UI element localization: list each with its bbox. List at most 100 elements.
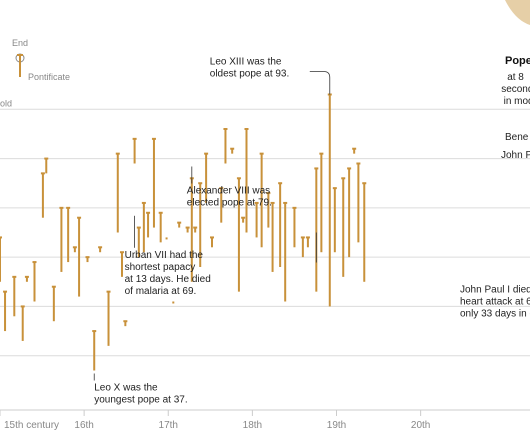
pontificate-bar-end-cap (278, 182, 283, 185)
pontificate-bar (190, 178, 193, 282)
side-label-name: Bene (505, 132, 529, 143)
pontificate-bar-end-cap (244, 128, 249, 130)
pontificate-bar (45, 158, 48, 174)
pontificate-bar (124, 321, 127, 327)
x-tick-label: 17th (159, 420, 178, 431)
pontificate-bar (194, 227, 197, 233)
pontificate-bar-end-cap (193, 226, 198, 229)
corner-graphic (505, 0, 530, 25)
pontificate-bar-end-cap (362, 182, 367, 185)
pontificate-bar (147, 212, 150, 238)
annotation-text: Urban VII had the (125, 250, 204, 261)
pontificate-bar (363, 183, 366, 282)
pontificate-bar (52, 286, 55, 322)
annotation-callout (309, 71, 331, 95)
pontificate-bar (205, 153, 208, 203)
annotation-text: John Paul I died (460, 285, 530, 296)
pontificate-bar (353, 148, 356, 154)
pontificate-bar-end-cap (132, 137, 137, 140)
pontificate-bar (186, 227, 189, 233)
pontificate-bar (0, 237, 1, 282)
pontificate-bar (237, 178, 240, 292)
pontificate-bar (13, 276, 16, 317)
pontificate-bar-end-cap (146, 211, 151, 214)
pontificate-bar-end-cap (51, 285, 56, 288)
x-tick-label: 18th (243, 420, 262, 431)
annotation-text: Leo X was the (94, 383, 158, 394)
pontificate-bar (165, 237, 168, 240)
pontificate-bar-end-cap (300, 236, 305, 239)
legend-sample-cap (17, 54, 23, 56)
pontificate-bar (67, 207, 70, 263)
side-label-title: Pope (505, 55, 530, 67)
pontificate-bar (60, 207, 63, 272)
pontificate-bar (320, 153, 323, 253)
pontificate-bar-end-cap (98, 246, 103, 249)
pontificate-bar-end-cap (24, 275, 29, 278)
pontificate-bar-end-cap (77, 216, 82, 219)
annotation-text: Alexander VIII was (187, 186, 270, 197)
x-tick-label: 20th (411, 420, 430, 431)
annotation-text: shortest papacy (125, 262, 196, 273)
pontificate-bar-end-cap (106, 290, 111, 293)
annotation-text: at 13 days. He died (125, 274, 211, 285)
pontificate-bar (25, 276, 28, 282)
pontificate-bar (333, 188, 336, 253)
annotation-text: youngest pope at 37. (94, 395, 187, 406)
pontificate-bar (306, 237, 309, 248)
pontificate-bar (348, 168, 351, 258)
pontificate-bar-end-cap (20, 305, 25, 308)
pontificate-bar-end-cap (44, 157, 49, 160)
x-tick-label: 15th century (4, 420, 59, 431)
pontificate-bar-end-cap (314, 167, 319, 170)
pontificate-bar (116, 153, 119, 233)
pontificate-bar-end-cap (66, 206, 71, 209)
pontificate-bar-end-cap (123, 320, 128, 323)
pontificate-bar (107, 291, 110, 346)
annotation-text: elected pope at 79. (187, 198, 272, 209)
pontificate-bar-end-cap (266, 192, 271, 195)
pontificate-bar (86, 257, 89, 263)
pontificate-bar-end-cap (292, 206, 297, 209)
pontificate-bar-end-cap (283, 201, 288, 204)
pontificate-bar-end-cap (12, 275, 17, 278)
annotation-text: Leo XIII was the (210, 57, 282, 68)
annotation-text: of malaria at 69. (125, 286, 197, 297)
pontificate-bar-end-cap (259, 152, 264, 155)
pontificate-bar-end-cap (40, 172, 45, 175)
pontificate-bar (21, 306, 24, 341)
pontificate-bar (357, 163, 360, 243)
pontificate-bar-end-cap (356, 162, 361, 165)
pontificate-bar (260, 153, 263, 248)
pontificate-bar-end-cap (115, 152, 120, 155)
pontificate-bar-end-cap (319, 152, 324, 155)
pontificate-bar-end-cap (230, 147, 235, 150)
pontificate-bar-end-cap (236, 177, 241, 180)
pontificate-bar (172, 301, 175, 304)
pontificate-bar (4, 291, 7, 332)
pontificate-bar-end-cap (59, 206, 64, 209)
pontificate-bar (133, 138, 136, 164)
pontificate-bar-end-cap (198, 182, 203, 185)
pontificate-bar-end-cap (223, 128, 228, 130)
side-label-name: John P (501, 150, 530, 161)
x-axis: 15th century 16th 17th 18th 19th 20th (0, 409, 530, 431)
pontificate-bar (78, 217, 81, 297)
pontificate-bar-end-cap (254, 201, 259, 204)
pontificate-bar-end-cap (185, 226, 190, 229)
pontificate-bar (301, 237, 304, 258)
pontificate-bar-end-cap (158, 211, 163, 214)
pontificate-bar-end-cap (332, 187, 337, 190)
pontificate-bar-end-cap (3, 290, 8, 293)
legend-pontificate-label: Pontificate (28, 72, 70, 82)
pontificate-bar-end-cap (241, 216, 246, 219)
pontificate-bar (142, 202, 145, 253)
pontificate-bar (99, 247, 102, 253)
pontificate-bar (328, 94, 331, 307)
pontificate-bar (315, 168, 318, 292)
pontificate-bar-end-cap (210, 236, 214, 239)
pontificate-bar (41, 173, 44, 218)
pontificate-bar-end-cap (219, 187, 224, 190)
pontificate-bar-end-cap (0, 236, 2, 239)
